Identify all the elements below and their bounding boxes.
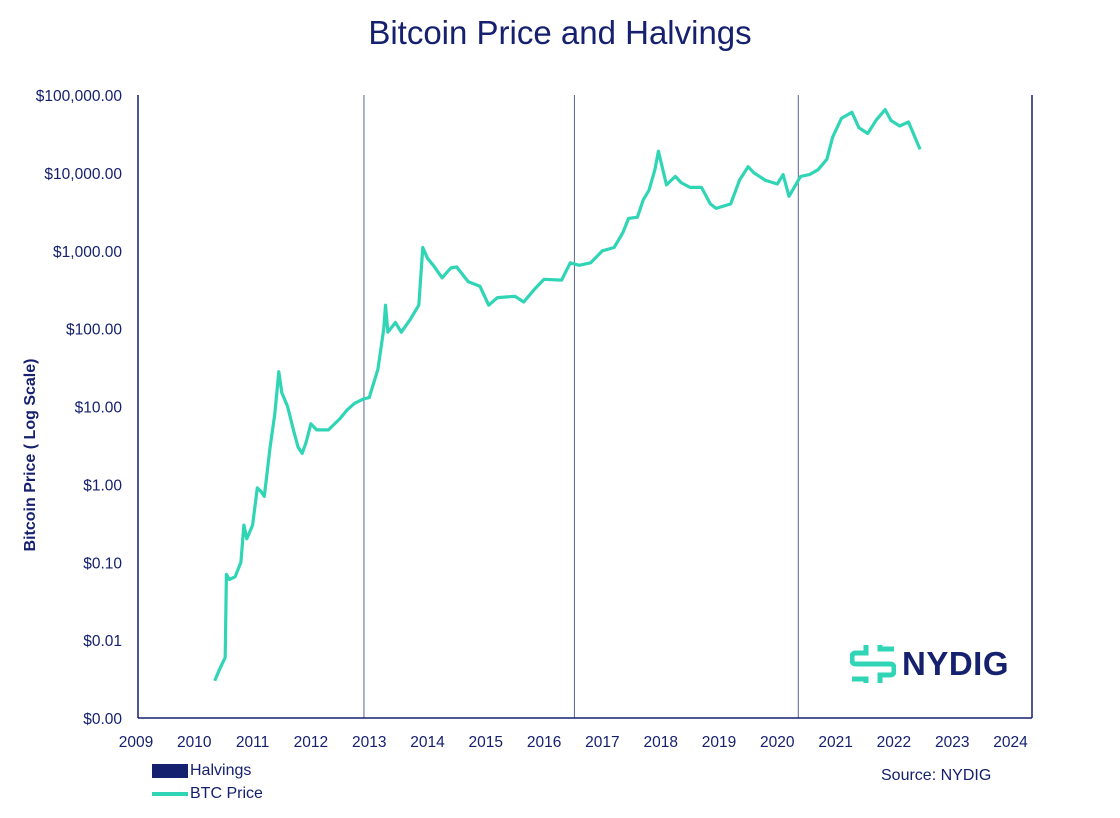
x-tick-label: 2020: [760, 734, 795, 751]
legend-label-halvings: Halvings: [190, 762, 252, 779]
legend-swatch-halvings: [152, 764, 188, 778]
x-tick-label: 2014: [410, 734, 445, 751]
source-note: Source: NYDIG: [881, 767, 992, 784]
x-tick-label: 2009: [119, 734, 153, 751]
y-tick-label: $100,000.00: [36, 88, 123, 105]
legend-swatch-btc-price: [152, 792, 188, 796]
nydig-logo: NYDIG: [850, 643, 1009, 685]
y-tick-label: $10.00: [75, 400, 123, 417]
x-tick-label: 2023: [935, 734, 969, 751]
y-tick-label: $0.01: [83, 633, 122, 650]
x-tick-label: 2011: [236, 734, 269, 751]
legend-item-halvings: Halvings: [152, 762, 251, 780]
x-tick-label: 2021: [818, 734, 852, 751]
y-tick-label: $1.00: [83, 477, 122, 494]
y-tick-label: $1,000.00: [53, 244, 122, 261]
chart-title: Bitcoin Price and Halvings: [368, 14, 752, 51]
legend-label-btc-price: BTC Price: [190, 785, 263, 802]
x-tick-label: 2018: [643, 734, 677, 751]
x-tick-label: 2015: [469, 734, 503, 751]
y-tick-label: $0.10: [83, 555, 122, 572]
btc-price-line: [213, 107, 922, 682]
x-tick-label: 2022: [877, 734, 911, 751]
x-tick-label: 2019: [702, 734, 736, 751]
legend-item-btc-price: BTC Price: [152, 785, 263, 803]
x-tick-label: 2013: [352, 734, 386, 751]
y-tick-label: $10,000.00: [44, 166, 122, 183]
x-tick-label: 2024: [993, 734, 1028, 751]
x-tick-label: 2012: [294, 734, 328, 751]
x-tick-label: 2016: [527, 734, 561, 751]
y-tick-label: $0.00: [83, 711, 122, 728]
logo-text: NYDIG: [902, 645, 1010, 682]
x-tick-label: 2017: [585, 734, 619, 751]
y-tick-label: $100.00: [66, 322, 122, 339]
nydig-logo-icon: [850, 645, 896, 683]
x-tick-label: 2010: [177, 734, 212, 751]
